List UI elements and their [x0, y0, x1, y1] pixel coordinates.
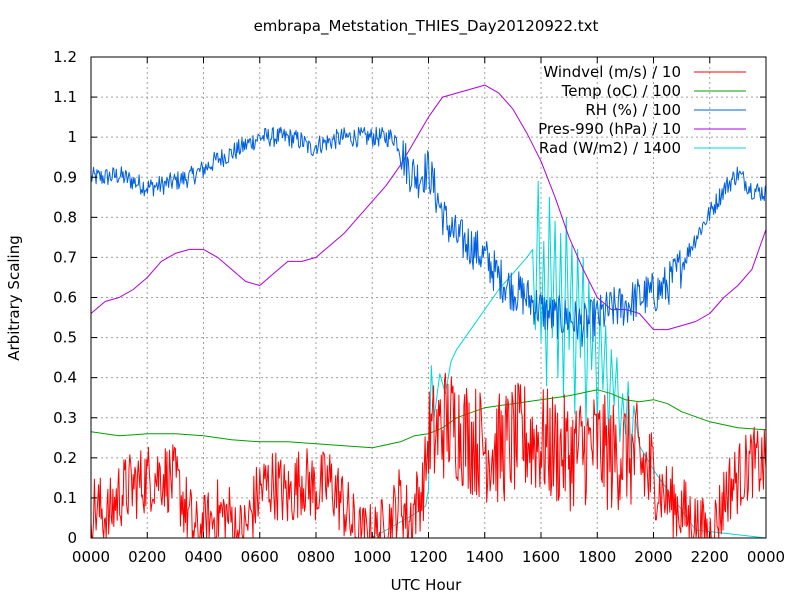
y-tick-label: 1.1	[53, 88, 77, 106]
legend-label-4: Rad (W/m2) / 1400	[539, 139, 681, 157]
y-tick-label: 0	[67, 529, 77, 547]
legend-label-2: RH (%) / 100	[585, 101, 681, 119]
y-tick-label: 0.5	[53, 329, 77, 347]
series-line-1	[90, 389, 767, 449]
y-tick-label: 1	[67, 128, 77, 146]
x-tick-labels: 0000 0200 0400 0600 0800 1000 1200 1400 1600 1800…	[72, 548, 785, 566]
legend-label-0: Windvel (m/s) / 10	[543, 63, 681, 81]
y-axis-label: Arbitrary Scaling	[5, 235, 23, 361]
y-tick-label: 0.3	[53, 409, 77, 427]
x-tick-label: 0200	[128, 548, 166, 566]
legend-label-1: Temp (oC) / 100	[561, 82, 681, 100]
y-tick-label: 0.9	[53, 168, 77, 186]
x-tick-label: 0400	[184, 548, 222, 566]
x-tick-label: 2000	[634, 548, 672, 566]
x-tick-label: 0000	[72, 548, 110, 566]
series-line-2	[90, 126, 767, 347]
x-tick-label: 1400	[466, 548, 504, 566]
legend-label-3: Pres-990 (hPa) / 10	[538, 120, 681, 138]
x-tick-label: 2200	[691, 548, 729, 566]
y-tick-label: 0.6	[53, 289, 77, 307]
y-tick-labels: 0 0.1 0.2 0.3 0.4 0.5 0.6 0.7 0.8 0.9 1 1.1 1.2	[53, 48, 77, 547]
y-tick-label: 0.8	[53, 208, 77, 226]
y-tick-label: 0.4	[53, 369, 77, 387]
y-tick-label: 1.2	[53, 48, 77, 66]
x-tick-label: 1000	[353, 548, 391, 566]
series-line-3	[90, 84, 767, 331]
y-tick-label: 0.2	[53, 449, 77, 467]
x-axis-label: UTC Hour	[391, 576, 462, 594]
x-tick-label: 0000	[747, 548, 785, 566]
x-tick-label: 1600	[522, 548, 560, 566]
y-tick-label: 0.7	[53, 248, 77, 266]
x-tick-label: 0800	[297, 548, 335, 566]
x-tick-label: 1200	[409, 548, 447, 566]
axis-ticks	[90, 56, 767, 539]
x-tick-label: 1800	[578, 548, 616, 566]
chart-title: embrapa_Metstation_THIES_Day20120922.txt	[254, 17, 599, 36]
series-layer	[90, 84, 767, 539]
series-line-0	[90, 372, 767, 539]
y-tick-label: 0.1	[53, 489, 77, 507]
x-tick-label: 0600	[241, 548, 279, 566]
